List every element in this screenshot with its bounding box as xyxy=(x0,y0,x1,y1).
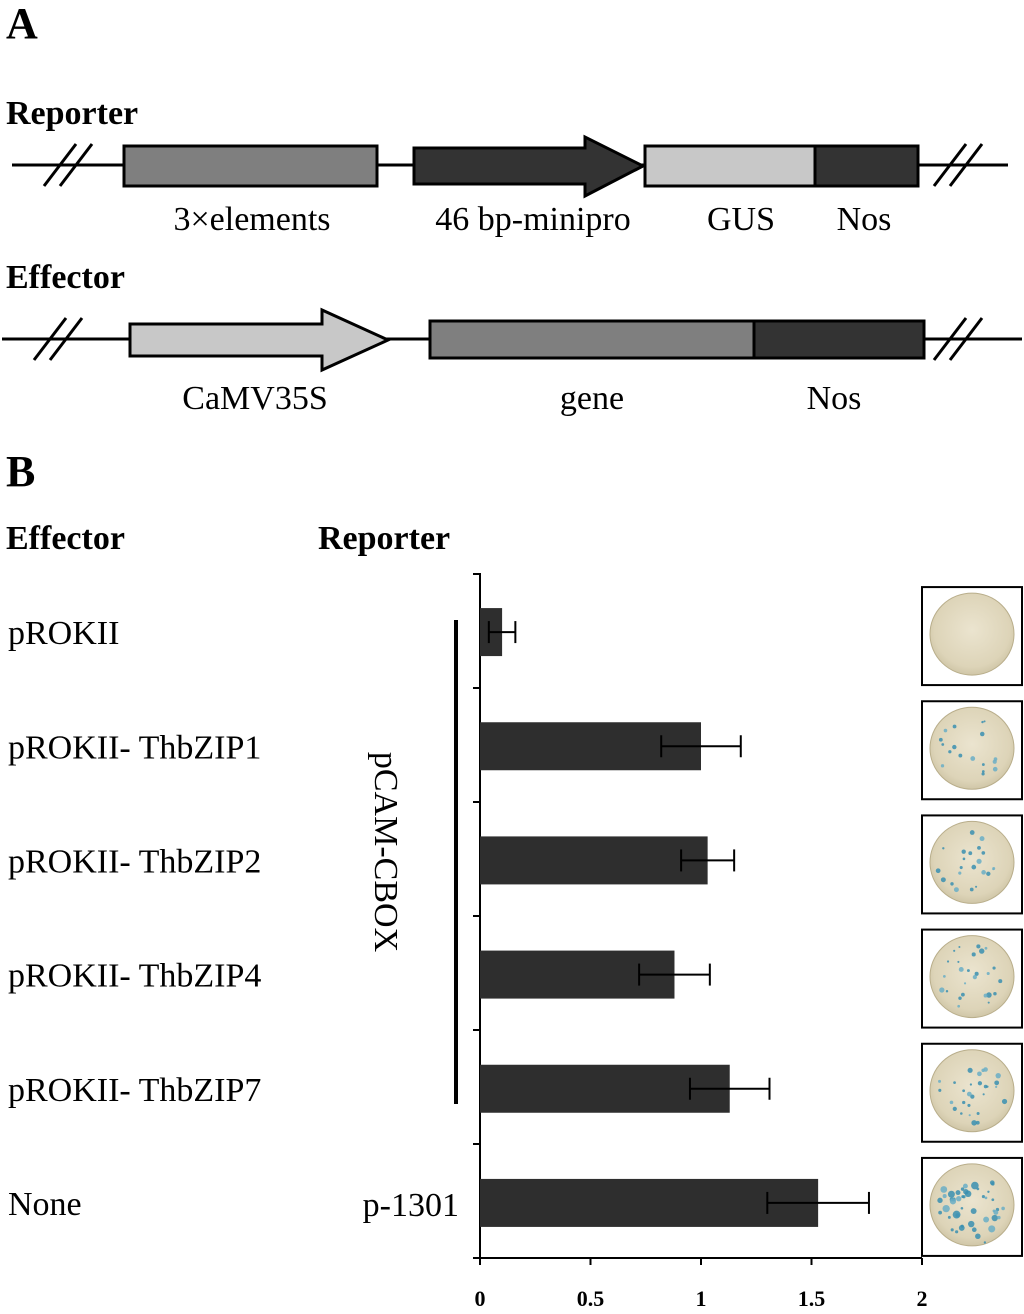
reporter-element-label-minipro: 46 bp-minipro xyxy=(435,201,630,238)
leaf-photo xyxy=(921,928,1023,1029)
effector-gene-box xyxy=(428,319,756,360)
category-label: pROKII- ThbZIP1 xyxy=(8,729,261,766)
effector-category-labels: pROKII pROKII- ThbZIP1 pROKII- ThbZIP2 pROK… xyxy=(8,615,261,1223)
category-label: pROKII- ThbZIP4 xyxy=(8,958,261,995)
panel-a-label: A xyxy=(6,0,38,48)
bar xyxy=(480,1064,730,1113)
effector-element-label-gene: gene xyxy=(560,380,624,417)
effector-element-label-nos: Nos xyxy=(807,380,862,417)
category-label: pROKII- ThbZIP7 xyxy=(8,1072,261,1109)
leaf-photo xyxy=(921,1156,1023,1257)
reporter-construct-title: Reporter xyxy=(6,95,138,132)
leaf-photo xyxy=(921,1042,1023,1143)
leaf-photo xyxy=(921,586,1023,687)
bar xyxy=(480,836,708,885)
reporter-nos-box xyxy=(813,144,920,188)
effector-camv35s-arrow xyxy=(128,307,392,373)
reporter-label-p1301: p-1301 xyxy=(363,1187,459,1224)
x-axis-ticks: 0 0.5 1 1.5 2 xyxy=(475,1258,928,1311)
category-label: pROKII- ThbZIP2 xyxy=(8,843,261,880)
reporter-element-label-nos: Nos xyxy=(837,201,892,238)
leaf-photo xyxy=(921,700,1023,801)
category-label: pROKII xyxy=(8,615,119,652)
x-tick-label: 0 xyxy=(475,1286,486,1311)
effector-element-label-camv35s: CaMV35S xyxy=(182,380,327,417)
panel-b-label: B xyxy=(6,447,35,496)
x-tick-label: 2 xyxy=(917,1286,928,1311)
effector-nos-box xyxy=(752,319,926,360)
reporter-element-label-gus: GUS xyxy=(707,201,775,238)
effector-column-header: Effector xyxy=(6,520,125,557)
leaf-photo xyxy=(921,814,1023,915)
reporter-minipromoter-arrow xyxy=(412,134,647,199)
reporter-construct xyxy=(12,134,1008,199)
reporter-bracket-label: pCAM-CBOX xyxy=(367,752,404,952)
x-tick-label: 1 xyxy=(696,1286,707,1311)
gus-activity-bar-chart: 0 0.5 1 1.5 2 xyxy=(473,573,928,1311)
reporter-element-label-elements: 3×elements xyxy=(173,201,330,238)
bar xyxy=(480,1178,819,1227)
y-axis-ticks xyxy=(473,573,480,1259)
category-label: None xyxy=(8,1186,82,1223)
bars xyxy=(480,608,819,1227)
effector-construct-title: Effector xyxy=(6,259,125,296)
error-bars xyxy=(487,621,870,1214)
reporter-column-header: Reporter xyxy=(318,520,450,557)
gus-staining-photos xyxy=(921,586,1023,1257)
reporter-elements-box xyxy=(122,144,379,188)
effector-construct xyxy=(2,307,1022,373)
x-tick-label: 1.5 xyxy=(798,1286,826,1311)
x-tick-label: 0.5 xyxy=(577,1286,605,1311)
reporter-gus-box xyxy=(643,144,817,188)
